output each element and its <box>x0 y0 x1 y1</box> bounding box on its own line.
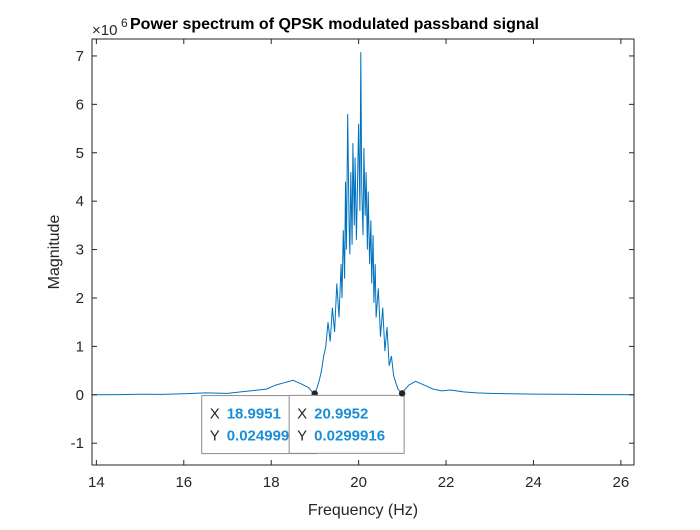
y-tick-label: 3 <box>76 242 84 259</box>
datatip-marker <box>398 390 406 397</box>
y-tick-label: 5 <box>76 145 84 162</box>
datatip-y-key: Y <box>297 427 307 444</box>
datatip-2[interactable]: X 20.9952 Y 0.0299916 <box>288 390 406 454</box>
y-tick-label: 2 <box>76 290 84 307</box>
y-exponent-power: 6 <box>121 16 128 30</box>
datatip-x-key: X <box>210 406 220 423</box>
datatip-x-value: 18.9951 <box>227 406 281 423</box>
x-tick-label: 24 <box>525 474 542 491</box>
y-exponent-base: ×10 <box>92 22 117 39</box>
datatip-x-value: 20.9952 <box>314 405 368 422</box>
y-tick-label: 6 <box>76 96 84 113</box>
y-tick-label: 7 <box>76 48 84 65</box>
datatip-y-value: 0.0249994 <box>227 428 299 445</box>
x-tick-label: 22 <box>438 474 455 491</box>
x-tick-label: 16 <box>175 474 192 491</box>
datatip-x-key: X <box>297 405 307 422</box>
x-tick-label: 14 <box>88 474 105 491</box>
datatip-box <box>288 394 405 454</box>
data-layer <box>91 52 635 396</box>
series-line-0 <box>91 52 635 396</box>
ticks-layer: 14 16 18 20 22 24 26 -1 0 1 2 3 4 5 6 7 <box>71 39 634 491</box>
chart-title: Power spectrum of QPSK modulated passban… <box>130 16 539 33</box>
datatip-y-key: Y <box>210 428 220 445</box>
y-tick-label: -1 <box>71 435 84 452</box>
y-tick-label: 0 <box>76 387 84 404</box>
y-tick-label: 4 <box>76 193 84 210</box>
x-tick-label: 18 <box>263 474 280 491</box>
x-tick-label: 26 <box>613 474 630 491</box>
x-tick-label: 20 <box>350 474 367 491</box>
axes-box <box>91 38 635 466</box>
y-axis-label: Magnitude <box>46 215 63 290</box>
x-axis-label: Frequency (Hz) <box>308 502 418 519</box>
y-tick-label: 1 <box>76 338 84 355</box>
datatip-y-value: 0.0299916 <box>314 427 385 444</box>
